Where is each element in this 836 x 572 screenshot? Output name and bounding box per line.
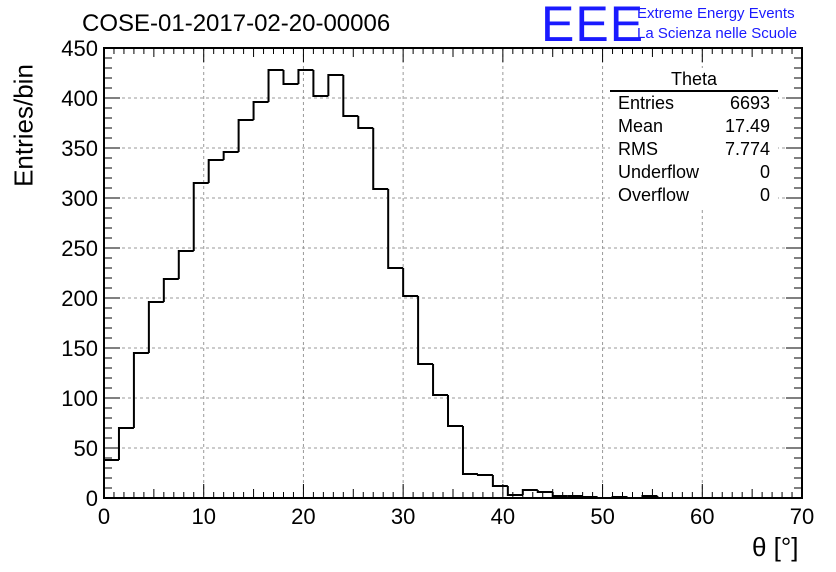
stats-row-mean: Mean 17.49 xyxy=(610,115,778,138)
logo-line-2: La Scienza nelle Scuole xyxy=(637,25,798,42)
x-tick-label: 10 xyxy=(191,504,215,529)
stats-value: 17.49 xyxy=(724,116,770,136)
histogram-bin xyxy=(282,70,299,85)
y-tick-label: 250 xyxy=(61,236,98,261)
y-tick-label: 0 xyxy=(86,486,98,511)
histogram-bin xyxy=(506,486,523,496)
histogram-bin xyxy=(491,475,508,487)
x-tick-label: 70 xyxy=(790,504,814,529)
eee-logo: EEE xyxy=(541,0,645,52)
histogram-bin xyxy=(147,301,164,353)
histogram-bin xyxy=(357,116,374,129)
histogram-bin xyxy=(432,364,449,396)
stats-label: RMS xyxy=(618,139,658,159)
histogram-bin xyxy=(402,268,419,297)
stats-label: Overflow xyxy=(618,185,690,205)
histogram-bin xyxy=(237,119,254,152)
y-tick-label: 150 xyxy=(61,336,98,361)
histogram-bin xyxy=(551,492,568,497)
histogram-bin xyxy=(581,496,598,498)
stats-row-rms: RMS 7.774 xyxy=(610,138,778,161)
histogram-series xyxy=(104,69,802,499)
stats-row-overflow: Overflow 0 xyxy=(610,184,778,207)
x-tick-label: 30 xyxy=(391,504,415,529)
logo-line-1: Extreme Energy Events xyxy=(637,5,795,22)
histogram-bin xyxy=(387,189,404,269)
histogram-bin xyxy=(162,278,179,302)
y-tick-label: 50 xyxy=(74,436,98,461)
x-tick-label: 20 xyxy=(291,504,315,529)
stats-value: 7.774 xyxy=(724,139,770,159)
y-tick-label: 400 xyxy=(61,86,98,111)
histogram-bin xyxy=(117,427,134,460)
histogram-bin xyxy=(252,101,269,120)
x-tick-label: 40 xyxy=(491,504,515,529)
histogram-bin xyxy=(536,490,553,493)
histogram-bin xyxy=(476,474,493,476)
x-tick-label: 60 xyxy=(690,504,714,529)
histogram-bin xyxy=(447,395,463,427)
y-tick-label: 350 xyxy=(61,136,98,161)
stats-box: Theta Entries 6693 Mean 17.49 RMS 7.774 … xyxy=(610,68,778,207)
histogram-bin xyxy=(177,250,194,279)
x-tick-label: 50 xyxy=(590,504,614,529)
stats-label: Underflow xyxy=(618,162,700,182)
x-axis-label: θ [°] xyxy=(752,532,799,562)
histogram-bin xyxy=(132,352,149,428)
stats-title: Theta xyxy=(610,68,778,92)
stats-value: 0 xyxy=(759,162,770,182)
y-tick-label: 100 xyxy=(61,386,98,411)
axis-tick-labels: 0 10 20 30 40 50 60 70 0 50 100 150 200 250 300 350 400 4… xyxy=(61,36,814,529)
histogram-bin xyxy=(417,296,434,365)
stats-value: 0 xyxy=(759,185,770,205)
histogram-bin xyxy=(222,151,239,160)
histogram-bin xyxy=(521,489,538,495)
histogram-bin xyxy=(327,74,344,96)
y-axis-label: Entries/bin xyxy=(8,64,39,187)
histogram-bin xyxy=(372,128,389,190)
logo-caption: Extreme Energy Events La Scienza nelle S… xyxy=(637,4,797,44)
histogram-bin xyxy=(267,69,284,102)
histogram-bin xyxy=(192,182,209,251)
axis-ticks xyxy=(103,47,803,499)
histogram-bin xyxy=(207,159,224,183)
stats-row-entries: Entries 6693 xyxy=(610,92,778,115)
stats-value: 6693 xyxy=(729,93,770,113)
histogram-bin xyxy=(342,75,359,117)
histogram-bin xyxy=(297,69,314,84)
stats-row-underflow: Underflow 0 xyxy=(610,161,778,184)
plot-title: COSE-01-2017-02-20-00006 xyxy=(82,10,391,37)
stats-label: Entries xyxy=(618,93,675,113)
y-tick-label: 300 xyxy=(61,186,98,211)
histogram-bin xyxy=(461,426,478,475)
x-tick-label: 0 xyxy=(98,504,110,529)
y-tick-label: 450 xyxy=(61,36,98,61)
stats-label: Mean xyxy=(618,116,664,136)
histogram-bin xyxy=(312,70,329,97)
y-tick-label: 200 xyxy=(61,286,98,311)
